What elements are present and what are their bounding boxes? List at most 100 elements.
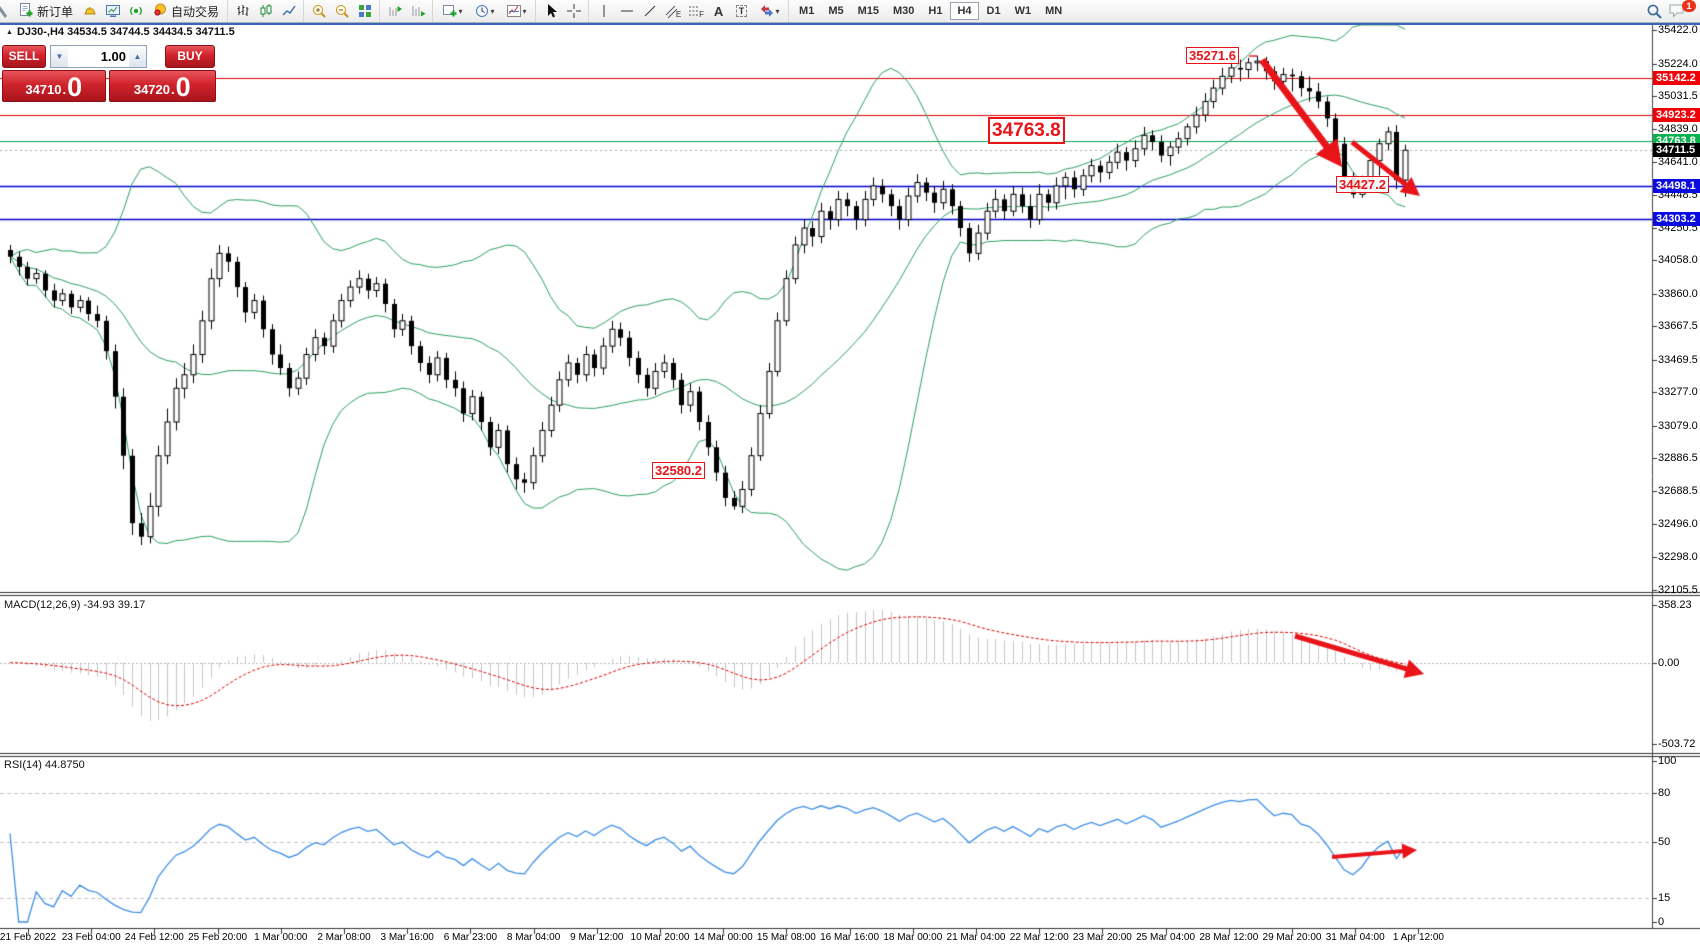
price-axis-label: 32688.5 (1658, 485, 1698, 498)
price-axis-label: 32105.5 (1658, 583, 1698, 596)
time-axis-label: 16 Mar 16:00 (820, 932, 880, 943)
price-axis-label: 34448.5 (1658, 188, 1698, 201)
timeframe-d1[interactable]: D1 (986, 5, 1001, 17)
symbol-marker-icon: ▲ (6, 28, 13, 36)
search-button[interactable] (1640, 1, 1668, 21)
gold-button[interactable] (78, 1, 101, 21)
volume-increase-button[interactable]: ▲ (129, 46, 146, 67)
time-axis-label: 8 Mar 04:00 (506, 932, 561, 943)
price-axis-label: 34058.0 (1658, 254, 1698, 267)
annotation-price-32580[interactable]: 32580.2 (652, 462, 705, 479)
timeframe-w1[interactable]: W1 (1014, 5, 1032, 17)
time-axis-label: 9 Mar 12:00 (570, 932, 624, 943)
crosshair-button[interactable] (562, 1, 585, 21)
fibonacci-button[interactable]: F (684, 1, 707, 21)
bar-chart-button[interactable] (231, 1, 254, 21)
trendline-button[interactable] (638, 1, 661, 21)
time-axis-label: 2 Mar 08:00 (317, 932, 371, 943)
price-axis-label: 35031.5 (1658, 90, 1698, 103)
price-axis-label: 32298.0 (1658, 551, 1698, 564)
timeframe-m30[interactable]: M30 (893, 5, 915, 17)
annotation-price-34427[interactable]: 34427.2 (1336, 176, 1389, 193)
cursor-button[interactable] (539, 1, 562, 21)
chart-shift-button[interactable] (383, 1, 406, 21)
macd-axis-label: 358.23 (1658, 598, 1692, 611)
rsi-axis-label: 50 (1658, 835, 1671, 848)
price-level-badge: 34498.1 (1653, 179, 1700, 194)
timeframe-m5[interactable]: M5 (828, 5, 844, 17)
vertical-line-button[interactable] (592, 1, 615, 21)
buy-price-main: 34720 (133, 82, 170, 97)
time-axis-label: 21 Feb 2022 (0, 932, 57, 943)
channel-letter: E (675, 9, 682, 19)
timeframe-h1[interactable]: H1 (928, 5, 943, 17)
timeframe-mn[interactable]: MN (1045, 5, 1063, 17)
time-axis-label: 6 Mar 23:00 (443, 932, 498, 943)
volume-decrease-button[interactable]: ▼ (51, 46, 68, 67)
notifications-button[interactable]: 1 (1668, 0, 1696, 21)
period-button[interactable]: ▾ (468, 1, 500, 21)
tile-windows-button[interactable] (353, 1, 376, 21)
rsi-axis-label: 80 (1658, 787, 1671, 800)
macd-axis-label: 0.00 (1658, 656, 1680, 669)
buy-price-panel[interactable]: 34720 . 0 (108, 70, 216, 102)
fibo-letter: F (699, 9, 704, 19)
buy-button[interactable]: BUY (165, 45, 215, 68)
zoom-out-button[interactable] (330, 1, 353, 21)
arrows-tool-button[interactable]: ▾ (753, 1, 785, 21)
sell-button[interactable]: SELL (2, 45, 46, 68)
price-axis-label: 35224.0 (1658, 57, 1698, 70)
new-order-button[interactable]: 新订单 (13, 1, 78, 21)
volume-input[interactable] (68, 46, 129, 67)
rsi-axis-label: 15 (1658, 891, 1671, 904)
timeframe-h4[interactable]: H4 (950, 2, 979, 20)
rsi-label: RSI(14) 44.8750 (4, 759, 85, 771)
rsi-axis-label: 100 (1658, 755, 1677, 767)
time-axis-label: 3 Mar 16:00 (380, 932, 434, 943)
new-chart-button[interactable]: ▾ (436, 1, 468, 21)
text-label-button[interactable]: T (730, 1, 753, 21)
line-chart-button[interactable] (277, 1, 300, 21)
buy-price-big-digit: 0 (175, 72, 191, 102)
zoom-in-button[interactable] (307, 1, 330, 21)
new-order-label: 新订单 (37, 4, 74, 19)
time-axis-label: 29 Mar 20:00 (1262, 932, 1322, 943)
price-axis-label: 35422.0 (1658, 24, 1698, 37)
text-tool-button[interactable]: A (707, 1, 730, 21)
market-watch-button[interactable] (101, 1, 124, 21)
sell-price-panel[interactable]: 34710 . 0 (2, 70, 106, 102)
chevron-down-icon: ▾ (522, 6, 527, 16)
time-axis-label: 14 Mar 00:00 (693, 932, 753, 943)
time-axis-label: 21 Mar 04:00 (946, 932, 1006, 943)
horizontal-line-button[interactable] (615, 1, 638, 21)
auto-scroll-button[interactable] (406, 1, 429, 21)
price-axis-label: 33667.5 (1658, 320, 1698, 333)
auto-trading-button[interactable]: 自动交易 (147, 1, 224, 21)
auto-trading-icon (152, 2, 168, 21)
candlestick-chart-button[interactable] (254, 1, 277, 21)
annotation-price-35271[interactable]: 35271.6 (1186, 47, 1239, 64)
toolbar-divider (0, 23, 1700, 25)
price-axis-label: 34641.0 (1658, 156, 1698, 169)
price-axis-label: 34250.5 (1658, 221, 1698, 234)
signal-button[interactable] (124, 1, 147, 21)
price-axis-label: 33469.5 (1658, 353, 1698, 366)
label-tool-letter: T (735, 5, 748, 17)
macd-axis-label: -503.72 (1658, 738, 1696, 751)
time-axis-label: 1 Mar 00:00 (254, 932, 308, 943)
indicators-button[interactable]: ▾ (500, 1, 532, 21)
chevron-down-icon: ▾ (458, 6, 463, 16)
time-axis-label: 28 Mar 12:00 (1199, 932, 1259, 943)
chevron-down-icon: ▾ (490, 6, 495, 16)
main-toolbar: 新订单 自动交易 ▾ ▾ ▾ E F A T ▾ (0, 0, 1700, 23)
rsi-axis-label: 0 (1658, 916, 1665, 928)
one-click-trading-widget: SELL ▼ ▲ BUY 34710 . 0 34720 . 0 (2, 44, 216, 102)
equidistant-channel-button[interactable]: E (661, 1, 684, 21)
timeframe-m1[interactable]: M1 (799, 5, 815, 17)
new-order-icon (18, 2, 34, 21)
timeframe-m15[interactable]: M15 (857, 5, 879, 17)
annotation-price-34763[interactable]: 34763.8 (988, 117, 1065, 144)
timeframe-group: M1 M5 M15 M30 H1 H4 D1 W1 MN (789, 0, 1072, 22)
time-axis-label: 31 Mar 04:00 (1325, 932, 1385, 943)
